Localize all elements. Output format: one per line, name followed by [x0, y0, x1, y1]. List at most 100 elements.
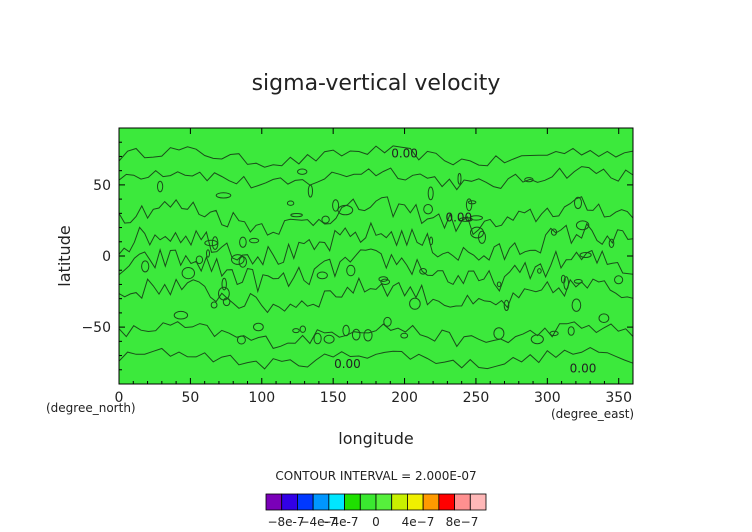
contour-loop	[598, 313, 610, 324]
colorbar-label: −4e-7	[299, 515, 336, 529]
contour-loop	[299, 325, 306, 333]
contour-label: 0.00	[334, 357, 361, 371]
colorbar-swatch	[281, 493, 298, 511]
contour-loop	[307, 184, 313, 198]
x-tick-label: 250	[463, 390, 490, 406]
contour-loop	[459, 217, 473, 222]
x-tick-label: 100	[248, 390, 275, 406]
contour-loop	[206, 249, 210, 258]
colorbar-swatch	[265, 493, 283, 511]
contour-loop	[253, 322, 264, 332]
contour-interval-text: CONTOUR INTERVAL = 2.000E-07	[275, 469, 476, 483]
plot-field	[119, 128, 633, 384]
contour-labels: 0.00 0.00 0.00 0.00	[334, 147, 596, 376]
contour-loop	[457, 172, 462, 185]
contour-loop	[239, 236, 247, 248]
contour-loop	[470, 226, 484, 239]
contour-loop	[173, 310, 189, 320]
contour-loop	[571, 298, 582, 312]
contour-loop	[530, 334, 544, 345]
contour-loop	[579, 252, 592, 258]
contour-loop	[321, 215, 330, 224]
contour-loop	[346, 264, 356, 277]
contour-line	[118, 276, 634, 314]
contour-loop	[337, 204, 354, 216]
contour-loop	[211, 236, 219, 250]
contour-loop	[195, 255, 204, 265]
chart-title: sigma-vertical velocity	[252, 71, 501, 96]
contour-loop	[496, 281, 502, 288]
colorbar-swatch	[422, 493, 440, 511]
colorbar-label: 8e−7	[446, 515, 479, 529]
contour-loop	[363, 329, 373, 342]
contour-loop	[292, 328, 300, 334]
colorbar-swatch	[328, 493, 345, 511]
colorbar-label: 0	[372, 515, 380, 529]
contour-loop	[323, 334, 335, 344]
contour-loop	[157, 180, 164, 193]
contour-loop	[297, 168, 308, 175]
colorbar-swatch	[407, 493, 424, 511]
contour-loop	[503, 299, 510, 311]
colorbar-swatch	[297, 493, 314, 511]
contour-loop	[351, 328, 361, 341]
x-tick-label: 50	[181, 390, 199, 406]
contour-loop	[181, 267, 196, 280]
colorbar-label: −8e-7	[267, 515, 304, 529]
contour-loop	[573, 279, 583, 284]
colorbar-swatch	[454, 493, 471, 511]
x-tick-label: 150	[320, 390, 347, 406]
colorbar-swatch	[391, 493, 408, 511]
contour-loop	[380, 278, 391, 285]
contour-line	[118, 221, 634, 266]
x-tick-label: 200	[391, 390, 418, 406]
contour-loop	[210, 301, 218, 309]
contour-loop	[141, 260, 150, 273]
y-axis: 50 0 −50	[81, 141, 633, 371]
contour-loop	[493, 327, 505, 340]
colorbar-swatch	[375, 493, 393, 511]
contour-loop	[221, 277, 227, 291]
contour-loop	[427, 186, 434, 201]
x-tick-label: 350	[605, 390, 632, 406]
colorbar-swatch	[359, 493, 377, 511]
contour-loop	[614, 275, 624, 285]
contour-loop	[313, 332, 322, 345]
x-unit-label: (degree_east)	[551, 407, 634, 421]
contour-loop	[342, 324, 350, 337]
contour-loop	[409, 297, 421, 310]
contour-loop	[567, 326, 575, 336]
contour-loop	[575, 220, 590, 231]
contour-label: 0.00	[445, 211, 472, 225]
contour-loop	[419, 268, 428, 275]
contour-line	[118, 145, 634, 168]
colorbar-swatch	[312, 493, 330, 511]
contour-loop	[524, 177, 534, 183]
contour-loop	[286, 200, 295, 206]
colorbar-labels: −8e-7−4e-7−4e-7 0 4e−7 8e−7	[267, 515, 478, 529]
contour-loop	[222, 297, 231, 307]
contour-loop	[400, 332, 409, 339]
contour-loop	[218, 286, 230, 301]
contour-lines	[118, 145, 634, 370]
contour-label: 0.00	[570, 361, 597, 375]
contour-loop	[467, 200, 477, 205]
contour-line	[118, 347, 634, 370]
contour-loop	[215, 192, 232, 199]
y-unit-label: (degree_north)	[46, 401, 136, 415]
contour-loop	[560, 274, 566, 284]
x-tick-label: 300	[534, 390, 561, 406]
contour-line	[118, 196, 634, 236]
colorbar-label: 4e−7	[402, 515, 435, 529]
contour-line	[118, 166, 634, 191]
contour-loop	[236, 335, 246, 345]
contour-loop	[231, 254, 245, 265]
contour-line	[118, 321, 634, 349]
x-tick-label: 0	[115, 390, 124, 406]
contour-loop	[608, 238, 615, 249]
x-axis-label: longitude	[338, 429, 413, 448]
x-axis: 0 50 100 150 200 250 300 350	[115, 128, 632, 406]
contour-label: 0.00	[391, 147, 418, 161]
contour-loop	[563, 276, 570, 290]
